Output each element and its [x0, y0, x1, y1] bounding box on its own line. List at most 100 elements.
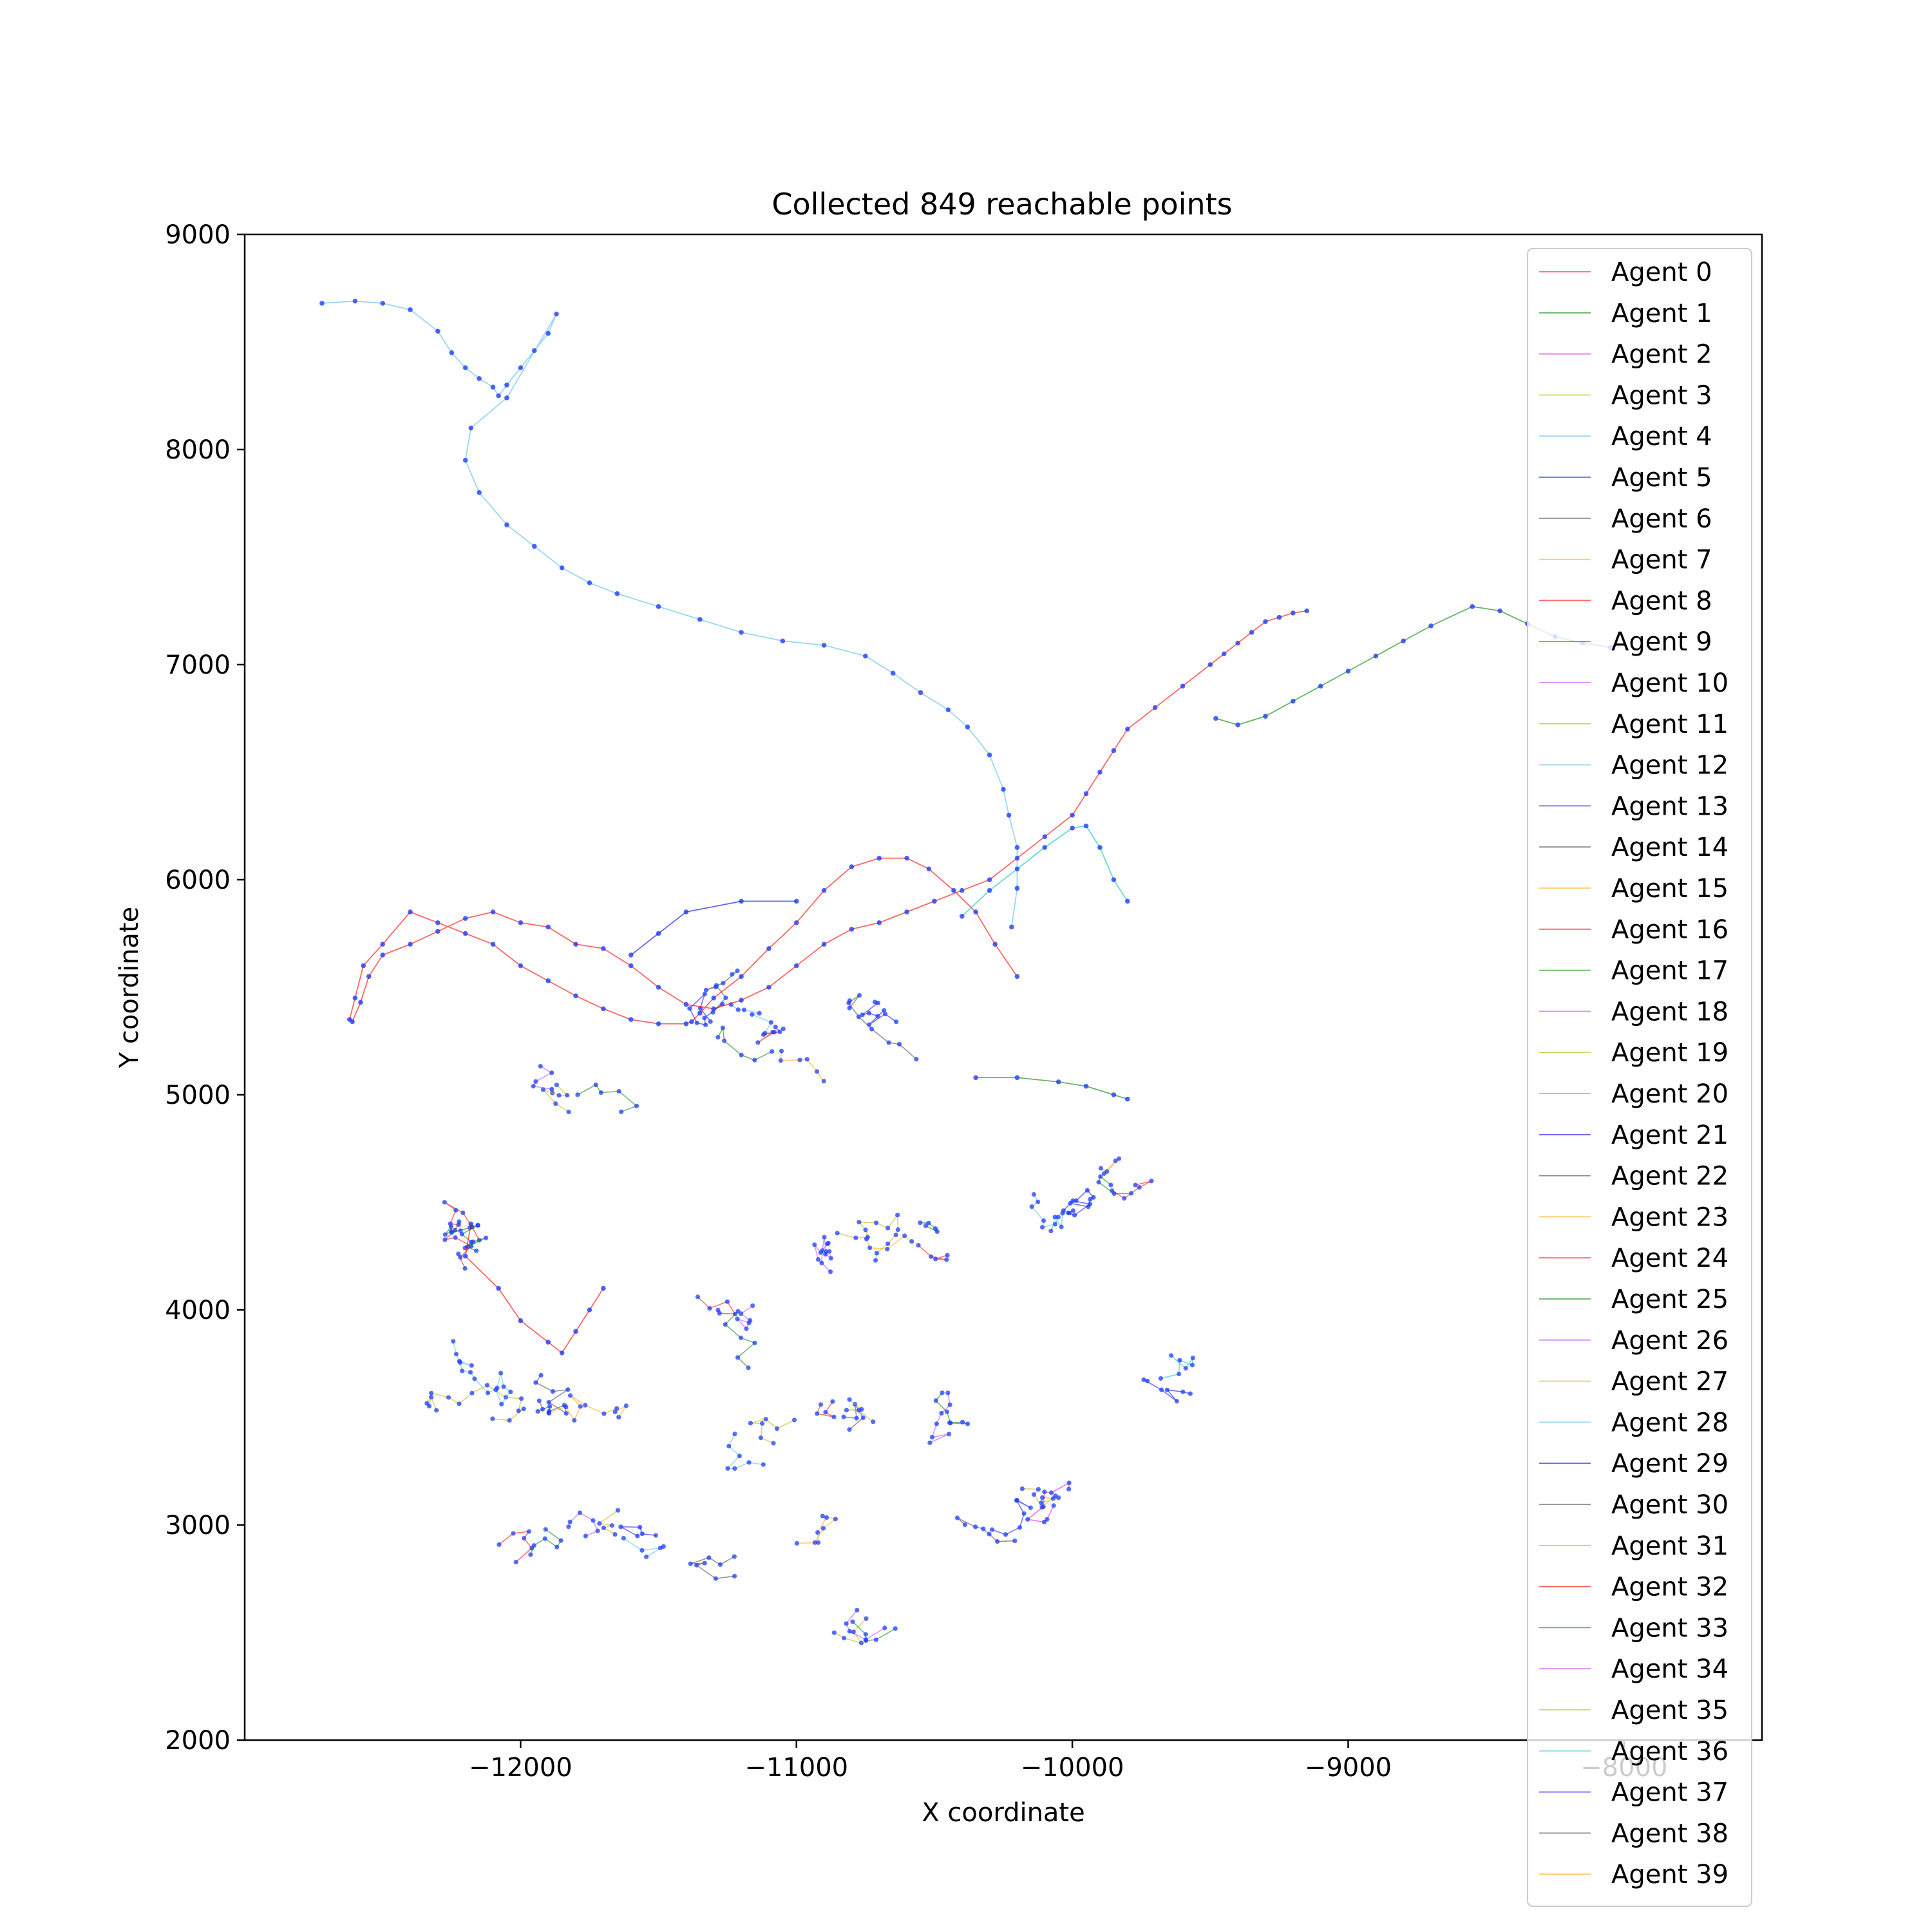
data-point [435, 929, 440, 934]
data-point [435, 328, 440, 334]
data-point [1124, 726, 1130, 732]
legend-label: Agent 14 [1611, 833, 1728, 862]
trajectory-point [855, 1607, 860, 1613]
trajectory-point [914, 1057, 919, 1062]
trajectory-point [989, 1527, 995, 1532]
trajectory-point [746, 1460, 752, 1465]
trajectory-point [446, 1395, 451, 1400]
trajectory-point [841, 1636, 847, 1641]
trajectory-point [593, 1082, 598, 1088]
data-point [468, 425, 474, 431]
trajectory-point [1074, 1198, 1079, 1203]
y-tick-label: 5000 [165, 1081, 231, 1110]
data-point [518, 365, 524, 370]
data-point [352, 995, 358, 1001]
trajectory-point [819, 1260, 824, 1265]
data-point [1006, 813, 1012, 818]
trajectory-point [1061, 1208, 1066, 1213]
legend-label: Agent 37 [1611, 1778, 1728, 1808]
trajectory-point [770, 1030, 775, 1035]
trajectory-point [858, 1640, 864, 1645]
data-point [1290, 611, 1296, 616]
data-point [711, 1006, 717, 1012]
trajectory-point [755, 1040, 761, 1045]
trajectory-point [940, 1390, 945, 1396]
trajectory-point [469, 1363, 474, 1368]
data-point [504, 395, 509, 401]
y-tick-label: 2000 [165, 1726, 231, 1756]
trajectory-point [429, 1394, 434, 1400]
data-point [490, 384, 496, 390]
trajectory-point [945, 1390, 951, 1396]
trajectory-point [511, 1531, 516, 1536]
data-point [462, 931, 468, 936]
trajectory-point [468, 1370, 473, 1375]
trajectory-point [598, 1090, 603, 1095]
trajectory-point [738, 1335, 743, 1340]
y-tick-label: 9000 [165, 220, 231, 250]
trajectory-point [758, 1435, 763, 1441]
trajectory-point [871, 1419, 876, 1425]
data-point [545, 1340, 551, 1345]
trajectory-point [546, 1399, 551, 1405]
data-point [1083, 823, 1089, 829]
trajectory-point [540, 1406, 545, 1412]
trajectory-point [1052, 1215, 1057, 1220]
data-point [358, 999, 363, 1005]
data-point [683, 1021, 689, 1027]
trajectory-point [927, 1440, 933, 1445]
trajectory-point [531, 1084, 536, 1089]
data-point [890, 670, 896, 676]
trajectory-point [735, 968, 740, 974]
trajectory-point [583, 1403, 588, 1408]
legend-label: Agent 5 [1611, 463, 1712, 493]
legend-label: Agent 35 [1611, 1696, 1728, 1725]
trajectory-point [895, 1227, 901, 1233]
data-point [531, 544, 537, 549]
trajectory-point [741, 1007, 747, 1012]
trajectory-point [474, 1248, 479, 1253]
trajectory-point [902, 1233, 907, 1238]
trajectory-point [1012, 1538, 1018, 1544]
trajectory-point [794, 1540, 799, 1546]
trajectory-point [875, 1000, 880, 1005]
trajectory-point [866, 1010, 872, 1016]
legend-label: Agent 31 [1611, 1531, 1728, 1561]
trajectory-point [1159, 1387, 1164, 1392]
data-point [462, 365, 468, 370]
trajectory-point [536, 1398, 542, 1403]
trajectory-point [828, 1269, 833, 1274]
trajectory-point [735, 1316, 740, 1321]
trajectory-point [1145, 1378, 1150, 1384]
trajectory-cluster [1029, 1188, 1096, 1234]
y-axis-label: Y coordinate [115, 907, 144, 1069]
data-point [614, 591, 620, 596]
trajectory-point [634, 1103, 639, 1108]
data-point [973, 909, 978, 914]
trajectory-point [540, 1087, 545, 1092]
trajectory-point [621, 1535, 626, 1541]
trajectory-point [578, 1404, 583, 1409]
trajectory-point [781, 1026, 786, 1032]
trajectory-point [533, 1079, 538, 1084]
data-point [1083, 791, 1089, 797]
trajectory-point [564, 1405, 569, 1410]
data-point [628, 963, 634, 969]
trajectory-point [1019, 1486, 1025, 1492]
data-point [490, 942, 496, 947]
trajectory-cluster [927, 1390, 971, 1445]
series-group [628, 898, 799, 958]
data-point [987, 877, 992, 882]
trajectory-point [812, 1242, 817, 1247]
trajectory-point [851, 1629, 856, 1634]
trajectory-point [820, 1526, 826, 1531]
data-point [518, 963, 524, 969]
trajectory-point [687, 1006, 692, 1011]
data-point [1009, 924, 1014, 930]
legend-label: Agent 12 [1611, 751, 1728, 781]
data-point [904, 855, 909, 861]
trajectory-point [773, 1025, 778, 1030]
data-point [766, 946, 772, 951]
trajectory-point [770, 1049, 775, 1054]
trajectory-point [609, 1523, 615, 1528]
